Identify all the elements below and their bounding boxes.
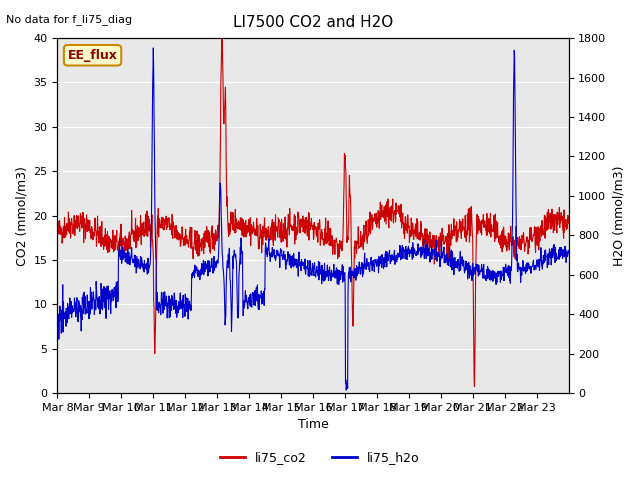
- Y-axis label: CO2 (mmol/m3): CO2 (mmol/m3): [15, 166, 28, 265]
- Title: LI7500 CO2 and H2O: LI7500 CO2 and H2O: [233, 15, 393, 30]
- X-axis label: Time: Time: [298, 419, 328, 432]
- Text: EE_flux: EE_flux: [68, 49, 118, 62]
- Text: No data for f_li75_diag: No data for f_li75_diag: [6, 14, 132, 25]
- Legend: li75_co2, li75_h2o: li75_co2, li75_h2o: [215, 446, 425, 469]
- Y-axis label: H2O (mmol/m3): H2O (mmol/m3): [612, 166, 625, 266]
